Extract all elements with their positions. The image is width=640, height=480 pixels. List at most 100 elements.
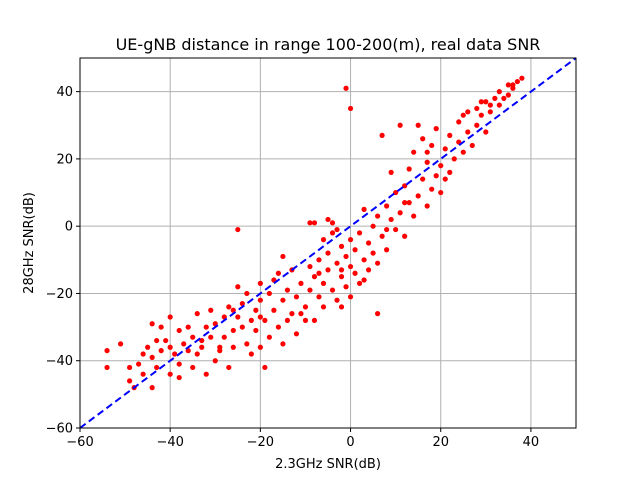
data-point bbox=[271, 307, 277, 313]
y-tick-label: −60 bbox=[46, 422, 73, 437]
y-axis-label: 28GHz SNR(dB) bbox=[22, 192, 37, 294]
data-point bbox=[221, 334, 227, 340]
data-point bbox=[478, 99, 484, 105]
data-point bbox=[248, 317, 254, 323]
data-point bbox=[501, 95, 507, 101]
data-point bbox=[226, 364, 232, 371]
data-point bbox=[442, 176, 448, 182]
chart-title: UE-gNB distance in range 100-200(m), rea… bbox=[116, 35, 541, 54]
data-point bbox=[379, 233, 385, 239]
data-point bbox=[347, 237, 354, 243]
data-point bbox=[474, 122, 480, 128]
data-point bbox=[492, 95, 498, 101]
data-point bbox=[487, 109, 493, 115]
data-point bbox=[280, 253, 286, 260]
data-point bbox=[208, 334, 214, 340]
data-point bbox=[424, 159, 430, 165]
x-tick-label: −20 bbox=[247, 435, 274, 450]
data-point bbox=[424, 203, 430, 209]
plot-area-frame bbox=[79, 57, 577, 429]
data-point bbox=[298, 311, 304, 317]
data-point bbox=[284, 317, 291, 323]
data-point bbox=[329, 220, 336, 226]
data-point bbox=[230, 327, 236, 334]
data-point bbox=[280, 297, 286, 303]
data-point bbox=[257, 280, 263, 286]
data-point bbox=[325, 267, 331, 273]
data-point bbox=[365, 267, 372, 273]
data-point bbox=[149, 321, 155, 327]
data-point bbox=[167, 344, 173, 350]
data-point bbox=[167, 371, 173, 377]
data-point bbox=[145, 344, 151, 350]
data-point bbox=[352, 247, 358, 253]
data-point bbox=[176, 327, 182, 334]
data-point bbox=[356, 280, 363, 286]
data-point bbox=[361, 277, 367, 283]
data-point bbox=[483, 129, 489, 135]
data-point bbox=[257, 344, 263, 350]
data-point bbox=[163, 337, 169, 344]
data-point bbox=[420, 136, 426, 142]
data-point bbox=[235, 226, 241, 233]
data-point bbox=[460, 112, 466, 118]
data-point bbox=[262, 317, 268, 323]
data-point bbox=[433, 126, 439, 132]
data-point bbox=[284, 287, 291, 293]
data-point bbox=[375, 213, 381, 219]
data-point bbox=[397, 210, 403, 216]
data-point bbox=[239, 324, 245, 330]
data-point bbox=[365, 240, 372, 246]
reference-line bbox=[79, 57, 577, 429]
data-point bbox=[293, 331, 300, 337]
data-point bbox=[402, 200, 408, 206]
data-point bbox=[519, 75, 525, 81]
data-point bbox=[465, 129, 471, 135]
data-point bbox=[361, 257, 367, 263]
data-point bbox=[334, 297, 340, 303]
data-point bbox=[266, 334, 272, 340]
data-point bbox=[127, 364, 133, 371]
x-tick-label: 20 bbox=[432, 435, 449, 450]
data-point bbox=[338, 267, 345, 273]
data-point bbox=[334, 226, 340, 233]
data-point bbox=[370, 250, 376, 256]
data-point bbox=[266, 290, 272, 297]
data-point bbox=[320, 237, 327, 243]
data-point bbox=[293, 294, 300, 300]
data-point bbox=[257, 314, 263, 320]
axis-ticks: −60 −40 −20 0 20 40 −60 −40 −20 0 20 40 bbox=[46, 85, 540, 450]
y-tick-label: 20 bbox=[56, 152, 73, 167]
data-point bbox=[158, 348, 164, 354]
data-point bbox=[465, 109, 471, 115]
data-point bbox=[384, 226, 390, 233]
data-point bbox=[208, 307, 214, 313]
data-point bbox=[140, 351, 146, 357]
data-point bbox=[199, 344, 205, 350]
data-point bbox=[469, 142, 475, 149]
data-point bbox=[384, 203, 390, 209]
data-point bbox=[253, 307, 259, 313]
data-point bbox=[411, 213, 417, 219]
data-point bbox=[298, 280, 304, 286]
data-point bbox=[424, 149, 430, 155]
data-point bbox=[356, 230, 363, 236]
data-point bbox=[185, 324, 191, 330]
data-point bbox=[379, 132, 385, 138]
data-point bbox=[307, 287, 313, 293]
data-point bbox=[338, 243, 345, 249]
data-point bbox=[257, 297, 263, 303]
data-point bbox=[496, 89, 502, 95]
x-axis-label: 2.3GHz SNR(dB) bbox=[275, 457, 381, 472]
data-points bbox=[104, 75, 525, 391]
data-point bbox=[190, 364, 196, 371]
data-point bbox=[361, 206, 367, 212]
data-point bbox=[325, 216, 331, 223]
data-point bbox=[311, 220, 318, 226]
data-point bbox=[347, 294, 354, 300]
data-point bbox=[329, 230, 336, 236]
data-point bbox=[343, 284, 349, 290]
data-point bbox=[343, 85, 349, 91]
data-point bbox=[262, 364, 268, 371]
